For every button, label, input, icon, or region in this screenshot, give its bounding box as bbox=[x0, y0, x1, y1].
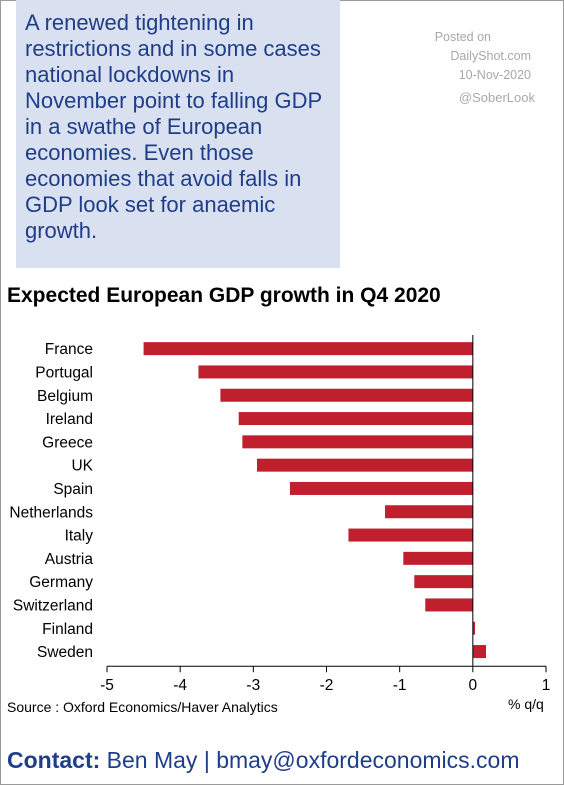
contact-details: Ben May | bmay@oxfordeconomics.com bbox=[106, 747, 520, 773]
category-label: Netherlands bbox=[9, 504, 93, 521]
x-axis-unit: % q/q bbox=[508, 696, 544, 712]
callout-box: A renewed tightening in restrictions and… bbox=[16, 0, 340, 268]
x-tick-label: -3 bbox=[246, 677, 260, 692]
source-note: Source : Oxford Economics/Haver Analytic… bbox=[7, 699, 278, 715]
category-label: Belgium bbox=[37, 388, 93, 405]
x-tick-label: -5 bbox=[100, 677, 114, 692]
callout-text: A renewed tightening in restrictions and… bbox=[25, 10, 322, 243]
category-label: Switzerland bbox=[13, 597, 93, 614]
bar bbox=[238, 412, 473, 426]
bar bbox=[414, 575, 473, 589]
bar bbox=[472, 621, 476, 635]
bar bbox=[472, 645, 487, 659]
watermark-site: DailyShot.com bbox=[450, 49, 531, 63]
watermark-handle: @SoberLook bbox=[458, 90, 535, 105]
watermark-date: 10-Nov-2020 bbox=[458, 68, 531, 82]
bar bbox=[198, 365, 473, 379]
bar bbox=[385, 505, 473, 519]
bar bbox=[242, 435, 473, 449]
category-label: France bbox=[45, 341, 93, 358]
category-label: UK bbox=[71, 458, 93, 475]
category-label: Italy bbox=[65, 528, 94, 545]
bar bbox=[348, 528, 473, 542]
x-tick-label: -2 bbox=[320, 677, 334, 692]
contact-label: Contact: bbox=[7, 747, 101, 773]
bar bbox=[289, 481, 473, 495]
category-label: Portugal bbox=[35, 364, 93, 381]
watermark: Posted on DailyShot.com 10-Nov-2020 bbox=[391, 28, 531, 85]
bar bbox=[143, 342, 473, 356]
category-label: Finland bbox=[42, 621, 93, 638]
category-label: Ireland bbox=[46, 411, 93, 428]
x-tick-label: 0 bbox=[469, 677, 478, 692]
bar bbox=[425, 598, 473, 612]
category-label: Austria bbox=[45, 551, 94, 568]
x-tick-label: -1 bbox=[393, 677, 407, 692]
category-label: Germany bbox=[29, 574, 93, 591]
x-tick-label: -4 bbox=[173, 677, 187, 692]
chart-title: Expected European GDP growth in Q4 2020 bbox=[7, 284, 441, 307]
bar bbox=[403, 551, 473, 565]
contact-line: Contact: Ben May | bmay@oxfordeconomics.… bbox=[7, 747, 519, 774]
category-label: Sweden bbox=[37, 644, 93, 661]
bar bbox=[220, 388, 473, 402]
x-tick-label: 1 bbox=[542, 677, 551, 692]
category-label: Greece bbox=[42, 434, 93, 451]
watermark-posted-on: Posted on bbox=[434, 30, 491, 44]
bar-chart: France Portugal Belgium Ireland Greece UK Spai… bbox=[9, 335, 551, 692]
bar bbox=[256, 458, 473, 472]
category-label: Spain bbox=[53, 481, 93, 498]
